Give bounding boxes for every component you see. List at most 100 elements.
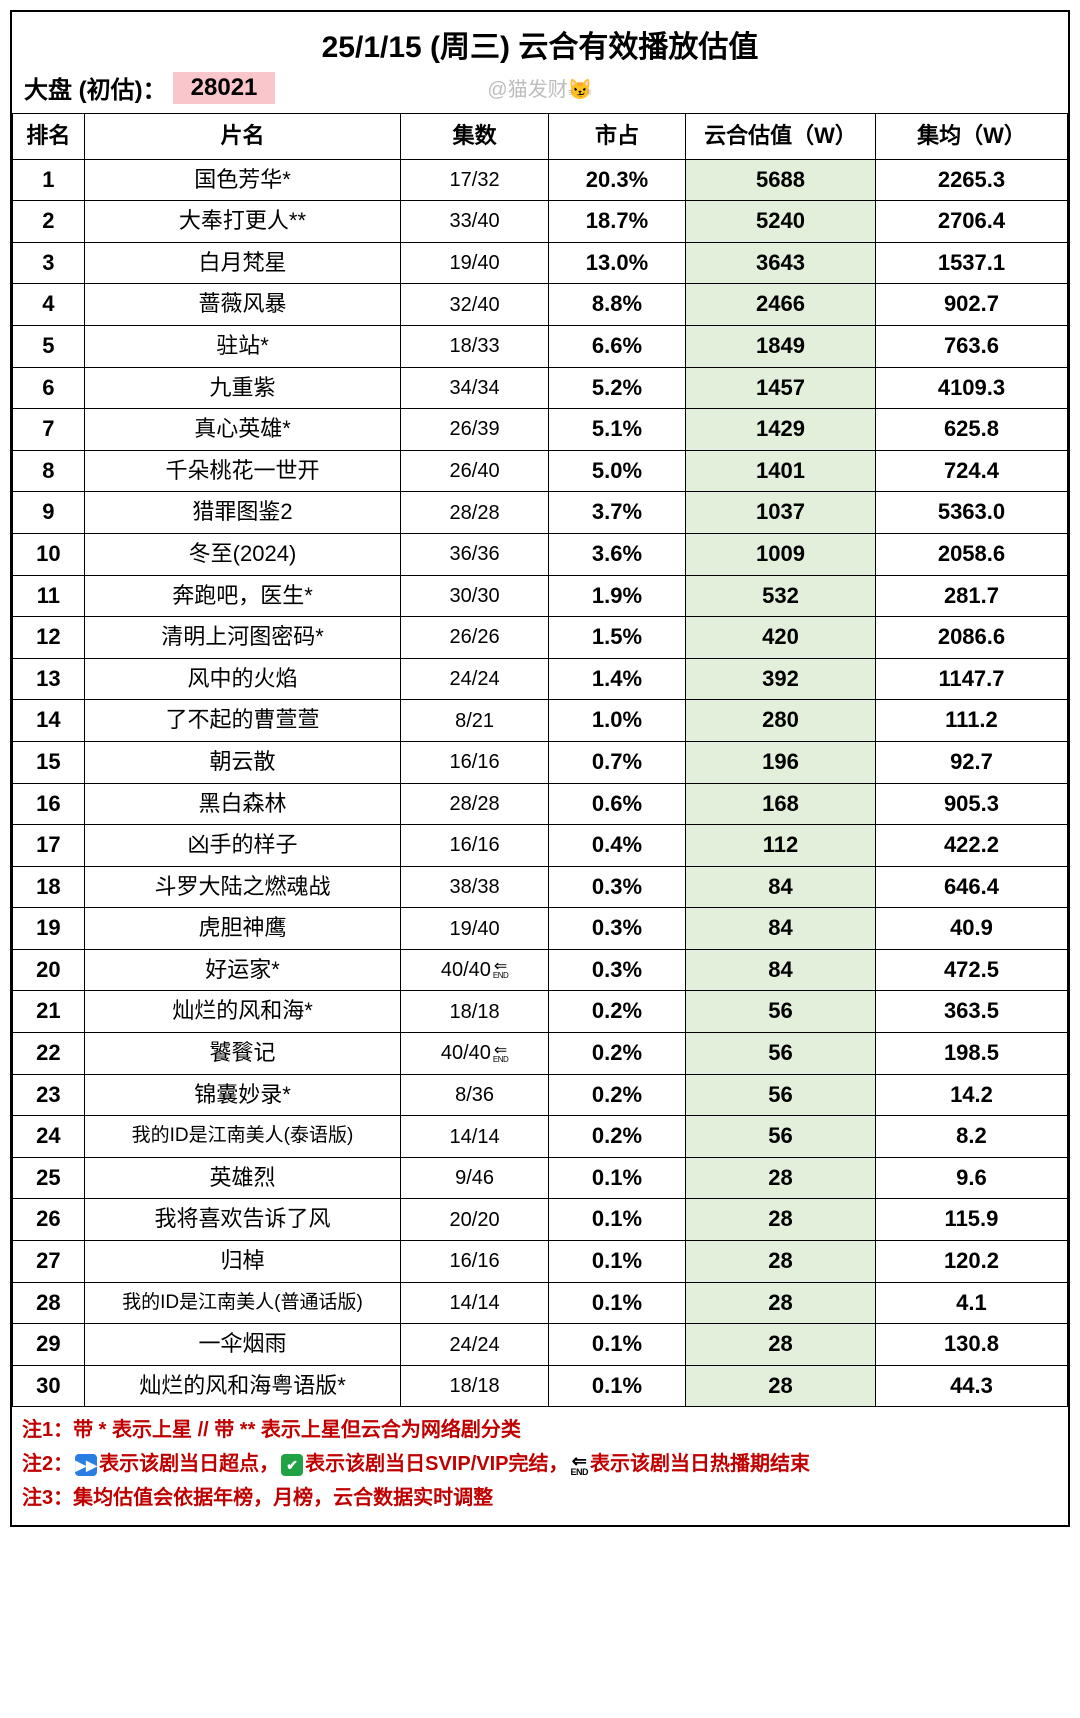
cell-est: 1401 [686, 450, 876, 492]
table-row: 13风中的火焰24/241.4%3921147.7 [13, 658, 1068, 700]
cell-ep: 9/46 [401, 1157, 549, 1199]
cell-name: 九重紫 [84, 367, 401, 409]
cell-ep: 28/28 [401, 783, 549, 825]
col-share: 市占 [548, 114, 685, 160]
cell-name: 驻站* [84, 325, 401, 367]
cell-rank: 15 [13, 741, 85, 783]
cell-avg: 198.5 [875, 1033, 1067, 1075]
table-row: 22饕餮记40/400.2%56198.5 [13, 1033, 1068, 1075]
cell-rank: 3 [13, 242, 85, 284]
cell-rank: 5 [13, 325, 85, 367]
cell-name: 风中的火焰 [84, 658, 401, 700]
cell-rank: 24 [13, 1116, 85, 1158]
cell-est: 1009 [686, 533, 876, 575]
cell-ep: 40/40 [401, 1033, 549, 1075]
cell-rank: 21 [13, 991, 85, 1033]
cell-share: 0.2% [548, 991, 685, 1033]
cell-est: 3643 [686, 242, 876, 284]
cell-est: 168 [686, 783, 876, 825]
cell-avg: 8.2 [875, 1116, 1067, 1158]
cell-est: 84 [686, 908, 876, 950]
cell-est: 196 [686, 741, 876, 783]
check-icon: ✔ [281, 1454, 303, 1476]
cell-name: 黑白森林 [84, 783, 401, 825]
cell-name: 锦囊妙录* [84, 1074, 401, 1116]
cell-est: 28 [686, 1199, 876, 1241]
table-row: 26我将喜欢告诉了风20/200.1%28115.9 [13, 1199, 1068, 1241]
table-row: 23锦囊妙录*8/360.2%5614.2 [13, 1074, 1068, 1116]
cell-rank: 28 [13, 1282, 85, 1324]
cell-ep: 28/28 [401, 492, 549, 534]
market-label: 大盘 (初估)： [24, 70, 167, 105]
cell-share: 0.6% [548, 783, 685, 825]
cell-share: 0.1% [548, 1241, 685, 1283]
table-row: 29一伞烟雨24/240.1%28130.8 [13, 1324, 1068, 1366]
table-row: 28我的ID是江南美人(普通话版)14/140.1%284.1 [13, 1282, 1068, 1324]
table-row: 27归棹16/160.1%28120.2 [13, 1241, 1068, 1283]
cell-name: 饕餮记 [84, 1033, 401, 1075]
cell-ep: 26/40 [401, 450, 549, 492]
cell-share: 0.2% [548, 1074, 685, 1116]
cell-name: 奔跑吧，医生* [84, 575, 401, 617]
cell-avg: 130.8 [875, 1324, 1067, 1366]
cell-est: 56 [686, 1074, 876, 1116]
ranking-table-card: 25/1/15 (周三) 云合有效播放估值 大盘 (初估)： 28021 @猫发… [10, 10, 1070, 1527]
cell-share: 1.5% [548, 617, 685, 659]
cell-ep: 34/34 [401, 367, 549, 409]
table-row: 8千朵桃花一世开26/405.0%1401724.4 [13, 450, 1068, 492]
cell-est: 84 [686, 866, 876, 908]
col-ep: 集数 [401, 114, 549, 160]
cell-share: 20.3% [548, 159, 685, 201]
cell-est: 56 [686, 991, 876, 1033]
table-row: 6九重紫34/345.2%14574109.3 [13, 367, 1068, 409]
cell-rank: 12 [13, 617, 85, 659]
table-row: 15朝云散16/160.7%19692.7 [13, 741, 1068, 783]
cell-ep: 30/30 [401, 575, 549, 617]
cell-ep: 16/16 [401, 1241, 549, 1283]
cell-name: 真心英雄* [84, 409, 401, 451]
cell-share: 1.0% [548, 700, 685, 742]
cell-name: 清明上河图密码* [84, 617, 401, 659]
cell-avg: 40.9 [875, 908, 1067, 950]
cell-avg: 281.7 [875, 575, 1067, 617]
cell-name: 我将喜欢告诉了风 [84, 1199, 401, 1241]
cell-ep: 8/21 [401, 700, 549, 742]
cell-avg: 111.2 [875, 700, 1067, 742]
cell-avg: 1537.1 [875, 242, 1067, 284]
market-total-block: 大盘 (初估)： 28021 [24, 70, 275, 105]
col-avg: 集均（W） [875, 114, 1067, 160]
table-row: 3白月梵星19/4013.0%36431537.1 [13, 242, 1068, 284]
table-row: 24我的ID是江南美人(泰语版)14/140.2%568.2 [13, 1116, 1068, 1158]
cell-avg: 363.5 [875, 991, 1067, 1033]
cell-ep: 16/16 [401, 825, 549, 867]
cell-ep: 40/40 [401, 949, 549, 991]
table-row: 11奔跑吧，医生*30/301.9%532281.7 [13, 575, 1068, 617]
cell-name: 归棹 [84, 1241, 401, 1283]
cell-ep: 18/33 [401, 325, 549, 367]
cell-est: 56 [686, 1116, 876, 1158]
cell-est: 420 [686, 617, 876, 659]
note-2-c: 表示该剧当日SVIP/VIP完结， [305, 1453, 568, 1475]
cell-est: 84 [686, 949, 876, 991]
cell-ep: 26/26 [401, 617, 549, 659]
cell-rank: 25 [13, 1157, 85, 1199]
cell-name: 灿烂的风和海粤语版* [84, 1365, 401, 1407]
cell-rank: 16 [13, 783, 85, 825]
cell-est: 1037 [686, 492, 876, 534]
cell-rank: 19 [13, 908, 85, 950]
cell-name: 蔷薇风暴 [84, 284, 401, 326]
cell-name: 了不起的曹萱萱 [84, 700, 401, 742]
cell-ep: 8/36 [401, 1074, 549, 1116]
cell-share: 0.1% [548, 1282, 685, 1324]
cell-rank: 2 [13, 201, 85, 243]
cell-share: 18.7% [548, 201, 685, 243]
cell-rank: 6 [13, 367, 85, 409]
cell-name: 白月梵星 [84, 242, 401, 284]
cell-rank: 26 [13, 1199, 85, 1241]
cell-rank: 30 [13, 1365, 85, 1407]
cell-est: 28 [686, 1157, 876, 1199]
cell-avg: 422.2 [875, 825, 1067, 867]
cell-name: 灿烂的风和海* [84, 991, 401, 1033]
cell-avg: 724.4 [875, 450, 1067, 492]
cell-rank: 4 [13, 284, 85, 326]
